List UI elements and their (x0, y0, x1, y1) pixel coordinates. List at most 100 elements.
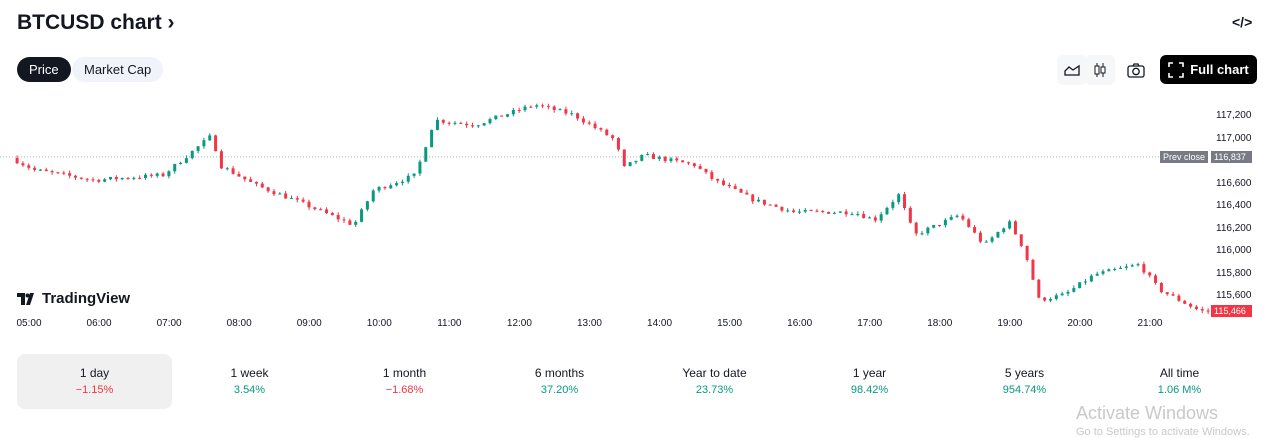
candle-down (33, 167, 37, 170)
candle-up (371, 190, 375, 202)
x-tick-label: 14:00 (647, 318, 673, 329)
candle-up (225, 168, 229, 170)
tab-market-cap[interactable]: Market Cap (72, 57, 164, 82)
code-icon[interactable]: </> (1232, 14, 1253, 30)
candle-down (1154, 275, 1158, 283)
candle-up (208, 135, 212, 141)
candle-up (406, 175, 410, 182)
candle-up (669, 158, 673, 162)
candle-up (996, 232, 1000, 238)
candle-down (138, 177, 142, 179)
chart-title-link[interactable]: BTCUSD chart › (17, 11, 175, 34)
candle-down (873, 217, 877, 221)
period-1-week[interactable]: 1 week 3.54% (172, 354, 327, 409)
y-tick-label: 116,600 (1216, 177, 1252, 189)
candle-down (1148, 272, 1152, 276)
full-chart-button[interactable]: Full chart (1160, 55, 1257, 84)
period-selector: 1 day −1.15% 1 week 3.54% 1 month −1.68%… (17, 354, 1257, 409)
candle-down (751, 194, 755, 202)
period-label: Year to date (682, 366, 747, 380)
candle-down (348, 220, 352, 225)
candle-up (885, 207, 889, 215)
x-tick-label: 10:00 (366, 318, 392, 329)
candle-up (786, 210, 790, 212)
candle-up (657, 156, 661, 159)
candle-down (231, 168, 235, 174)
price-chart[interactable] (0, 95, 1280, 325)
period-1-month[interactable]: 1 month −1.68% (327, 354, 482, 409)
period-5-years[interactable]: 5 years 954.74% (947, 354, 1102, 409)
candle-down (593, 123, 597, 129)
candle-down (500, 115, 504, 117)
candle-up (646, 154, 650, 156)
candle-down (79, 177, 83, 179)
candle-up (1072, 288, 1076, 292)
candle-up (278, 193, 282, 195)
candle-down (21, 163, 25, 166)
candle-down (722, 180, 726, 185)
x-tick-label: 08:00 (226, 318, 252, 329)
candle-up (155, 173, 159, 176)
candle-down (383, 187, 387, 189)
candle-down (517, 109, 521, 111)
candle-up (389, 185, 393, 189)
candle-down (809, 209, 813, 211)
candle-up (634, 160, 638, 163)
period-change: 954.74% (1002, 384, 1047, 396)
candle-down (616, 138, 620, 150)
candle-down (301, 199, 305, 202)
candle-down (762, 199, 766, 205)
candle-down (686, 162, 690, 164)
candle-up (144, 174, 148, 178)
fullscreen-icon (1168, 61, 1185, 78)
period-1-year[interactable]: 1 year 98.42% (792, 354, 947, 409)
candles-icon[interactable] (1085, 55, 1115, 85)
camera-icon[interactable] (1121, 55, 1151, 85)
area-chart-icon[interactable] (1057, 55, 1087, 85)
candle-down (727, 184, 731, 187)
candle-up (943, 219, 947, 226)
candle-down (1025, 245, 1029, 260)
candle-up (803, 209, 807, 212)
candle-down (780, 206, 784, 211)
candle-down (1019, 234, 1023, 246)
candle-down (272, 191, 276, 195)
x-tick-label: 11:00 (437, 318, 462, 329)
candle-down (605, 129, 609, 136)
candle-up (1136, 264, 1140, 266)
candle-up (360, 209, 364, 222)
candle-down (587, 122, 591, 124)
candle-down (1043, 297, 1047, 301)
candle-up (424, 147, 428, 162)
candle-up (179, 162, 183, 165)
candle-up (103, 179, 107, 182)
candle-down (1177, 295, 1181, 301)
candle-up (523, 106, 527, 111)
y-tick-label: 115,600 (1216, 290, 1252, 301)
x-tick-label: 09:00 (296, 318, 322, 329)
x-tick-label: 20:00 (1067, 318, 1093, 329)
candle-up (38, 169, 42, 171)
tab-price[interactable]: Price (17, 57, 71, 82)
candle-up (920, 233, 924, 235)
candle-down (827, 211, 831, 214)
candle-up (926, 227, 930, 234)
candle-up (1130, 265, 1134, 267)
period-1-day[interactable]: 1 day −1.15% (17, 354, 172, 409)
y-tick-label: 116,200 (1216, 222, 1252, 234)
candle-down (774, 204, 778, 207)
period-6-months[interactable]: 6 months 37.20% (482, 354, 637, 409)
period-all-time[interactable]: All time 1.06 M% (1102, 354, 1257, 409)
candle-down (325, 209, 329, 214)
full-chart-label: Full chart (1190, 62, 1249, 77)
period-year-to-date[interactable]: Year to date 23.73% (637, 354, 792, 409)
candle-down (1037, 279, 1041, 298)
candle-up (109, 177, 113, 180)
candle-up (1101, 271, 1105, 274)
candle-up (482, 123, 486, 126)
candle-down (97, 179, 101, 182)
candle-up (354, 221, 358, 225)
candle-down (844, 211, 848, 215)
candle-up (1002, 228, 1006, 233)
candle-down (552, 106, 556, 111)
